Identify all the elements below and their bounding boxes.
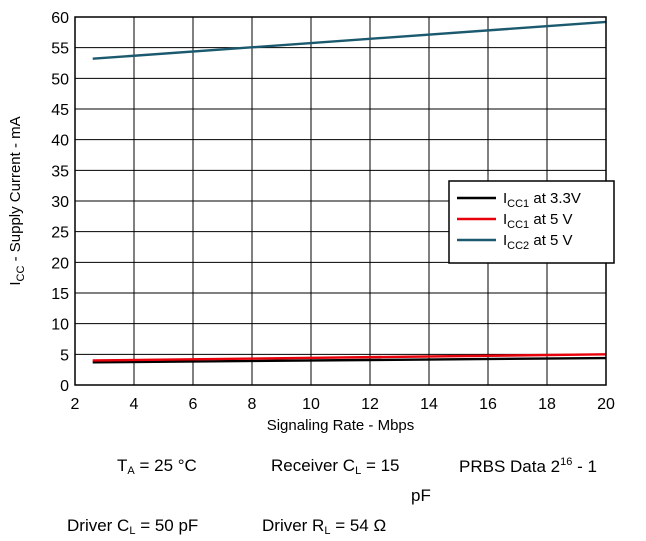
series-line-2 <box>92 353 607 362</box>
legend-label-2: ICC1 at 5 V <box>503 211 573 231</box>
legend-label-1: ICC1 at 3.3V <box>503 190 581 210</box>
x-tick-label: 20 <box>597 396 615 413</box>
series-line-3 <box>92 20 607 60</box>
x-tick-label: 14 <box>420 396 438 413</box>
legend-label-3: ICC2 at 5 V <box>503 232 573 252</box>
series-line-1 <box>92 356 607 364</box>
x-tick-label: 10 <box>302 396 320 413</box>
y-axis-label: ICC - Supply Current - mA <box>7 116 27 285</box>
y-tick-label: 0 <box>60 378 69 395</box>
y-tick-label: 35 <box>51 163 69 180</box>
y-tick-label: 30 <box>51 194 69 211</box>
y-tick-labels: 0 5 10 15 20 25 30 35 40 45 50 55 60 <box>51 10 69 395</box>
y-tick-label: 50 <box>51 71 69 88</box>
driver-load-capacitance-note: Driver CL = 50 pF <box>67 516 199 537</box>
y-tick-label: 10 <box>51 317 69 334</box>
legend-box <box>448 180 615 264</box>
y-tick-label: 40 <box>51 133 69 150</box>
prbs-data-note: PRBS Data 216 - 1 <box>459 456 597 476</box>
receiver-load-capacitance-note: Receiver CL = 15 <box>271 456 400 477</box>
x-tick-label: 18 <box>538 396 556 413</box>
y-tick-label: 55 <box>51 41 69 58</box>
x-tick-label: 16 <box>479 396 497 413</box>
x-tick-labels: 2 4 6 8 10 12 14 16 18 20 <box>71 396 615 413</box>
y-tick-label: 25 <box>51 225 69 242</box>
x-tick-label: 2 <box>71 396 80 413</box>
y-tick-label: 20 <box>51 255 69 272</box>
driver-load-resistance-note: Driver RL = 54 Ω <box>262 516 387 537</box>
y-tick-label: 15 <box>51 286 69 303</box>
y-axis-label-main: I <box>7 281 24 285</box>
x-tick-label: 4 <box>130 396 139 413</box>
x-tick-label: 8 <box>248 396 257 413</box>
y-tick-label: 60 <box>51 10 69 27</box>
series-group <box>92 20 607 364</box>
y-tick-label: 5 <box>60 347 69 364</box>
ambient-temperature-note: TA = 25 °C <box>117 456 197 477</box>
y-tick-label: 45 <box>51 102 69 119</box>
receiver-load-capacitance-unit: pF <box>411 486 431 505</box>
x-axis-label: Signaling Rate - Mbps <box>267 417 415 434</box>
x-tick-label: 6 <box>189 396 198 413</box>
y-axis-label-sub: CC <box>15 266 27 282</box>
x-tick-label: 12 <box>361 396 379 413</box>
y-axis-label-rest: - Supply Current - mA <box>7 116 24 265</box>
